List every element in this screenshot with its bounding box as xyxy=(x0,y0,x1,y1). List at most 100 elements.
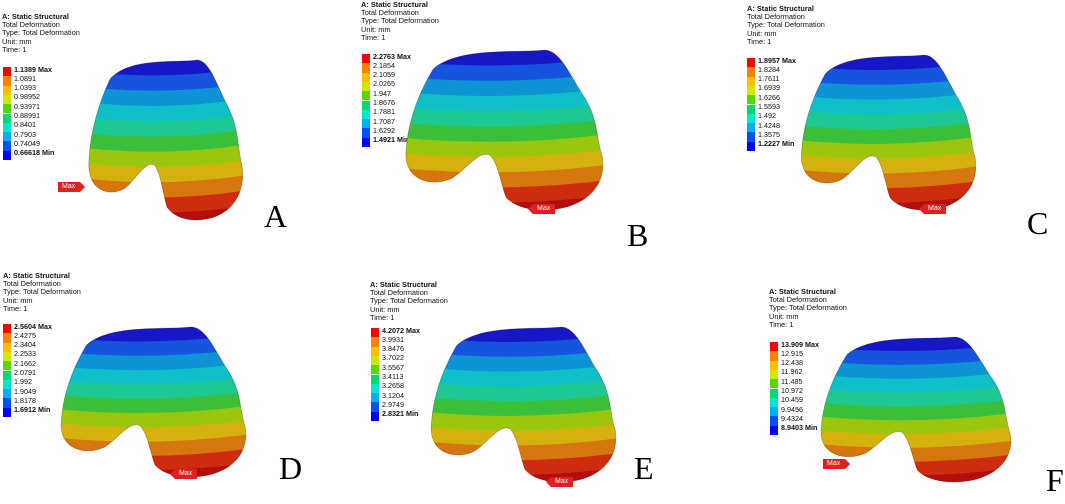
legend-swatch xyxy=(747,113,755,124)
max-marker: Max xyxy=(823,459,851,469)
legend-value: 1.7611 xyxy=(758,74,780,84)
femur-model xyxy=(405,49,604,211)
legend-value: 1.1389 Max xyxy=(14,64,52,74)
legend-value: 1.6939 xyxy=(758,83,780,93)
legend-value: 0.74049 xyxy=(14,138,40,148)
shading-overlay xyxy=(61,327,246,477)
legend-swatch xyxy=(747,104,755,114)
legend-value: 4.2072 Max xyxy=(382,325,420,335)
result-name: Total Deformation xyxy=(3,279,61,289)
result-time: Time: 1 xyxy=(2,44,27,54)
result-unit: Unit: mm xyxy=(361,24,391,34)
result-time: Time: 1 xyxy=(747,36,772,46)
panel-letter: A xyxy=(264,198,288,234)
shading-overlay xyxy=(801,55,976,210)
legend-swatch xyxy=(3,379,11,390)
shading-overlay xyxy=(88,60,243,220)
legend-swatch xyxy=(362,109,370,120)
legend-swatch xyxy=(747,85,755,96)
legend-swatch xyxy=(362,100,370,110)
legend-value: 0.88991 xyxy=(14,111,40,120)
femur-model xyxy=(430,326,617,483)
contour-bands xyxy=(820,337,1011,482)
legend-swatch xyxy=(362,128,370,138)
femur-model xyxy=(801,54,977,211)
legend-value: 3.1204 xyxy=(382,390,404,400)
legend-value: 0.7903 xyxy=(14,129,36,139)
result-name: Total Deformation xyxy=(361,8,419,18)
legend-value: 13.909 Max xyxy=(781,339,819,349)
legend-value: 1.6292 xyxy=(373,125,395,135)
legend-swatch xyxy=(362,119,370,129)
legend-value: 1.6266 xyxy=(758,92,780,102)
legend-value: 2.3404 xyxy=(14,340,36,350)
legend-value: 11.485 xyxy=(781,376,803,386)
result-type: Type: Total Deformation xyxy=(747,20,825,30)
panel-letter: D xyxy=(279,450,303,486)
panel-f: A: Static Structural Total Deformation T… xyxy=(710,252,1065,504)
legend-swatch xyxy=(770,416,778,426)
panel-header: A: Static Structural Total Deformation T… xyxy=(361,0,439,42)
panel-letter: E xyxy=(634,450,654,486)
legend-value: 2.1854 xyxy=(373,60,395,70)
panel-a: A: Static Structural Total Deformation T… xyxy=(0,0,355,252)
shading-overlay xyxy=(405,50,603,210)
legend-value: 1.7087 xyxy=(373,116,395,126)
analysis-title: A: Static Structural xyxy=(370,280,437,289)
legend-swatch xyxy=(3,370,11,380)
legend-swatch xyxy=(770,388,778,398)
panel-letter: C xyxy=(1027,205,1049,241)
femur-model xyxy=(60,326,247,478)
panel-b: A: Static Structural Total Deformation T… xyxy=(355,0,710,252)
legend-swatch xyxy=(371,346,379,356)
model-outline xyxy=(801,54,977,211)
legend-value: 10.459 xyxy=(781,395,803,405)
result-unit: Unit: mm xyxy=(3,295,33,305)
legend-swatch xyxy=(3,122,11,133)
legend-swatch xyxy=(371,355,379,366)
panel-header: A: Static Structural Total Deformation T… xyxy=(769,287,847,329)
result-time: Time: 1 xyxy=(769,319,794,329)
result-unit: Unit: mm xyxy=(769,311,799,321)
legend-value: 12.438 xyxy=(781,358,803,368)
legend-value: 1.4921 Min xyxy=(373,135,410,145)
legend-value: 1.0891 xyxy=(14,73,36,83)
legend-value: 0.93971 xyxy=(14,101,40,111)
legend-value: 9.4324 xyxy=(781,413,803,423)
panel-header: A: Static Structural Total Deformation T… xyxy=(370,280,448,322)
result-name: Total Deformation xyxy=(769,295,827,305)
legend-swatch xyxy=(770,369,778,380)
legend-swatch xyxy=(747,141,755,151)
legend-swatch xyxy=(770,351,778,361)
legend-swatch xyxy=(770,397,778,408)
legend-swatch xyxy=(770,425,778,435)
legend-value: 1.5593 xyxy=(758,102,780,111)
result-name: Total Deformation xyxy=(2,20,60,30)
legend-value: 3.5567 xyxy=(382,362,404,372)
legend-swatch xyxy=(3,342,11,352)
legend-value: 1.9049 xyxy=(14,386,36,396)
legend-swatch xyxy=(3,150,11,160)
result-type: Type: Total Deformation xyxy=(361,16,439,26)
legend-value: 0.98952 xyxy=(14,92,40,102)
legend-swatch xyxy=(747,76,755,86)
legend-value: 1.7881 xyxy=(373,107,395,117)
legend-value: 1.8676 xyxy=(373,98,395,107)
model-outline xyxy=(88,59,244,221)
legend-swatch xyxy=(371,393,379,403)
legend-value: 1.8284 xyxy=(758,64,780,74)
legend-swatch xyxy=(3,104,11,114)
result-time: Time: 1 xyxy=(361,32,386,42)
legend-swatch xyxy=(362,91,370,101)
analysis-title: A: Static Structural xyxy=(361,0,428,9)
legend-value: 1.8178 xyxy=(14,395,36,405)
result-type: Type: Total Deformation xyxy=(769,303,847,313)
legend-swatch xyxy=(747,123,755,133)
legend-swatch xyxy=(3,76,11,86)
panel-header: A: Static Structural Total Deformation T… xyxy=(747,4,825,46)
legend-swatch xyxy=(770,379,778,389)
analysis-title: A: Static Structural xyxy=(769,287,836,296)
legend-swatch xyxy=(3,324,11,334)
panel-c: A: Static Structural Total Deformation T… xyxy=(710,0,1065,252)
legend-value: 12.915 xyxy=(781,348,803,358)
